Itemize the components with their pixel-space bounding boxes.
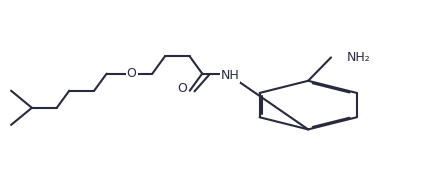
- Text: O: O: [178, 82, 187, 95]
- Text: NH₂: NH₂: [347, 51, 371, 64]
- Text: NH: NH: [221, 69, 240, 82]
- Text: O: O: [127, 67, 136, 80]
